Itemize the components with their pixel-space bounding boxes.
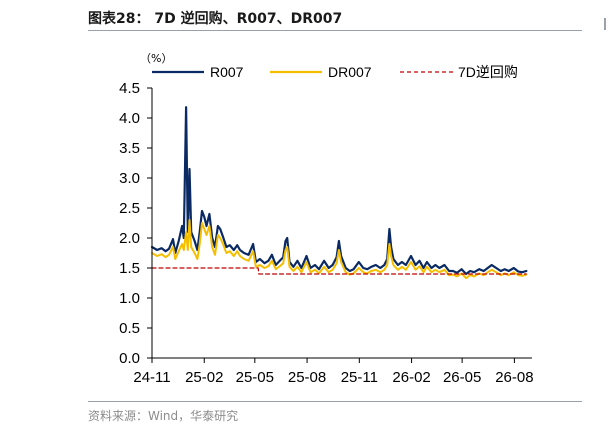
series-layer xyxy=(150,106,528,280)
y-tick-label: 1.5 xyxy=(119,260,140,277)
axis-layer: 0.0 0.5 1.0 1.5 2.0 2.5 3.0 3.5 4.0 4.5 24-11 25-02… xyxy=(119,80,533,386)
y-tick-label: 4.0 xyxy=(119,110,140,127)
x-tick-label: 26-08 xyxy=(495,369,533,386)
series-line-r007 xyxy=(150,106,528,276)
top-rule xyxy=(88,30,582,31)
x-tick-label: 25-11 xyxy=(341,369,378,386)
legend-label-dr007: DR007 xyxy=(328,64,372,80)
x-tick-label: 25-05 xyxy=(236,369,274,386)
y-tick-label: 3.0 xyxy=(119,170,140,187)
legend-label-reverse-repo: 7D逆回购 xyxy=(458,64,518,80)
x-tick-label: 26-05 xyxy=(443,369,481,386)
bottom-rule xyxy=(88,401,582,402)
y-unit-label: （%） xyxy=(140,52,172,65)
legend-label-r007: R007 xyxy=(210,64,244,80)
y-tick-label: 0.5 xyxy=(119,320,140,337)
y-tick-label: 1.0 xyxy=(119,290,140,307)
y-tick-label: 2.0 xyxy=(119,230,140,247)
y-tick-label: 3.5 xyxy=(119,140,140,157)
x-tick-label: 26-02 xyxy=(392,369,430,386)
edge-mark xyxy=(604,18,606,30)
series-line-reverse-repo xyxy=(151,267,527,275)
y-tick-label: 4.5 xyxy=(119,80,140,97)
y-tick-label: 2.5 xyxy=(119,200,140,217)
x-tick-label: 25-08 xyxy=(288,369,326,386)
x-tick-label: 25-02 xyxy=(185,369,223,386)
x-tick-label: 24-11 xyxy=(133,369,170,386)
series-line-dr007 xyxy=(151,219,528,280)
y-tick-label: 0.0 xyxy=(119,350,140,367)
source-note: 资料来源：Wind，华泰研究 xyxy=(88,409,239,423)
legend: R007 DR007 7D逆回购 xyxy=(152,64,518,80)
figure-title: 图表28： 7D 逆回购、R007、DR007 xyxy=(88,11,343,27)
